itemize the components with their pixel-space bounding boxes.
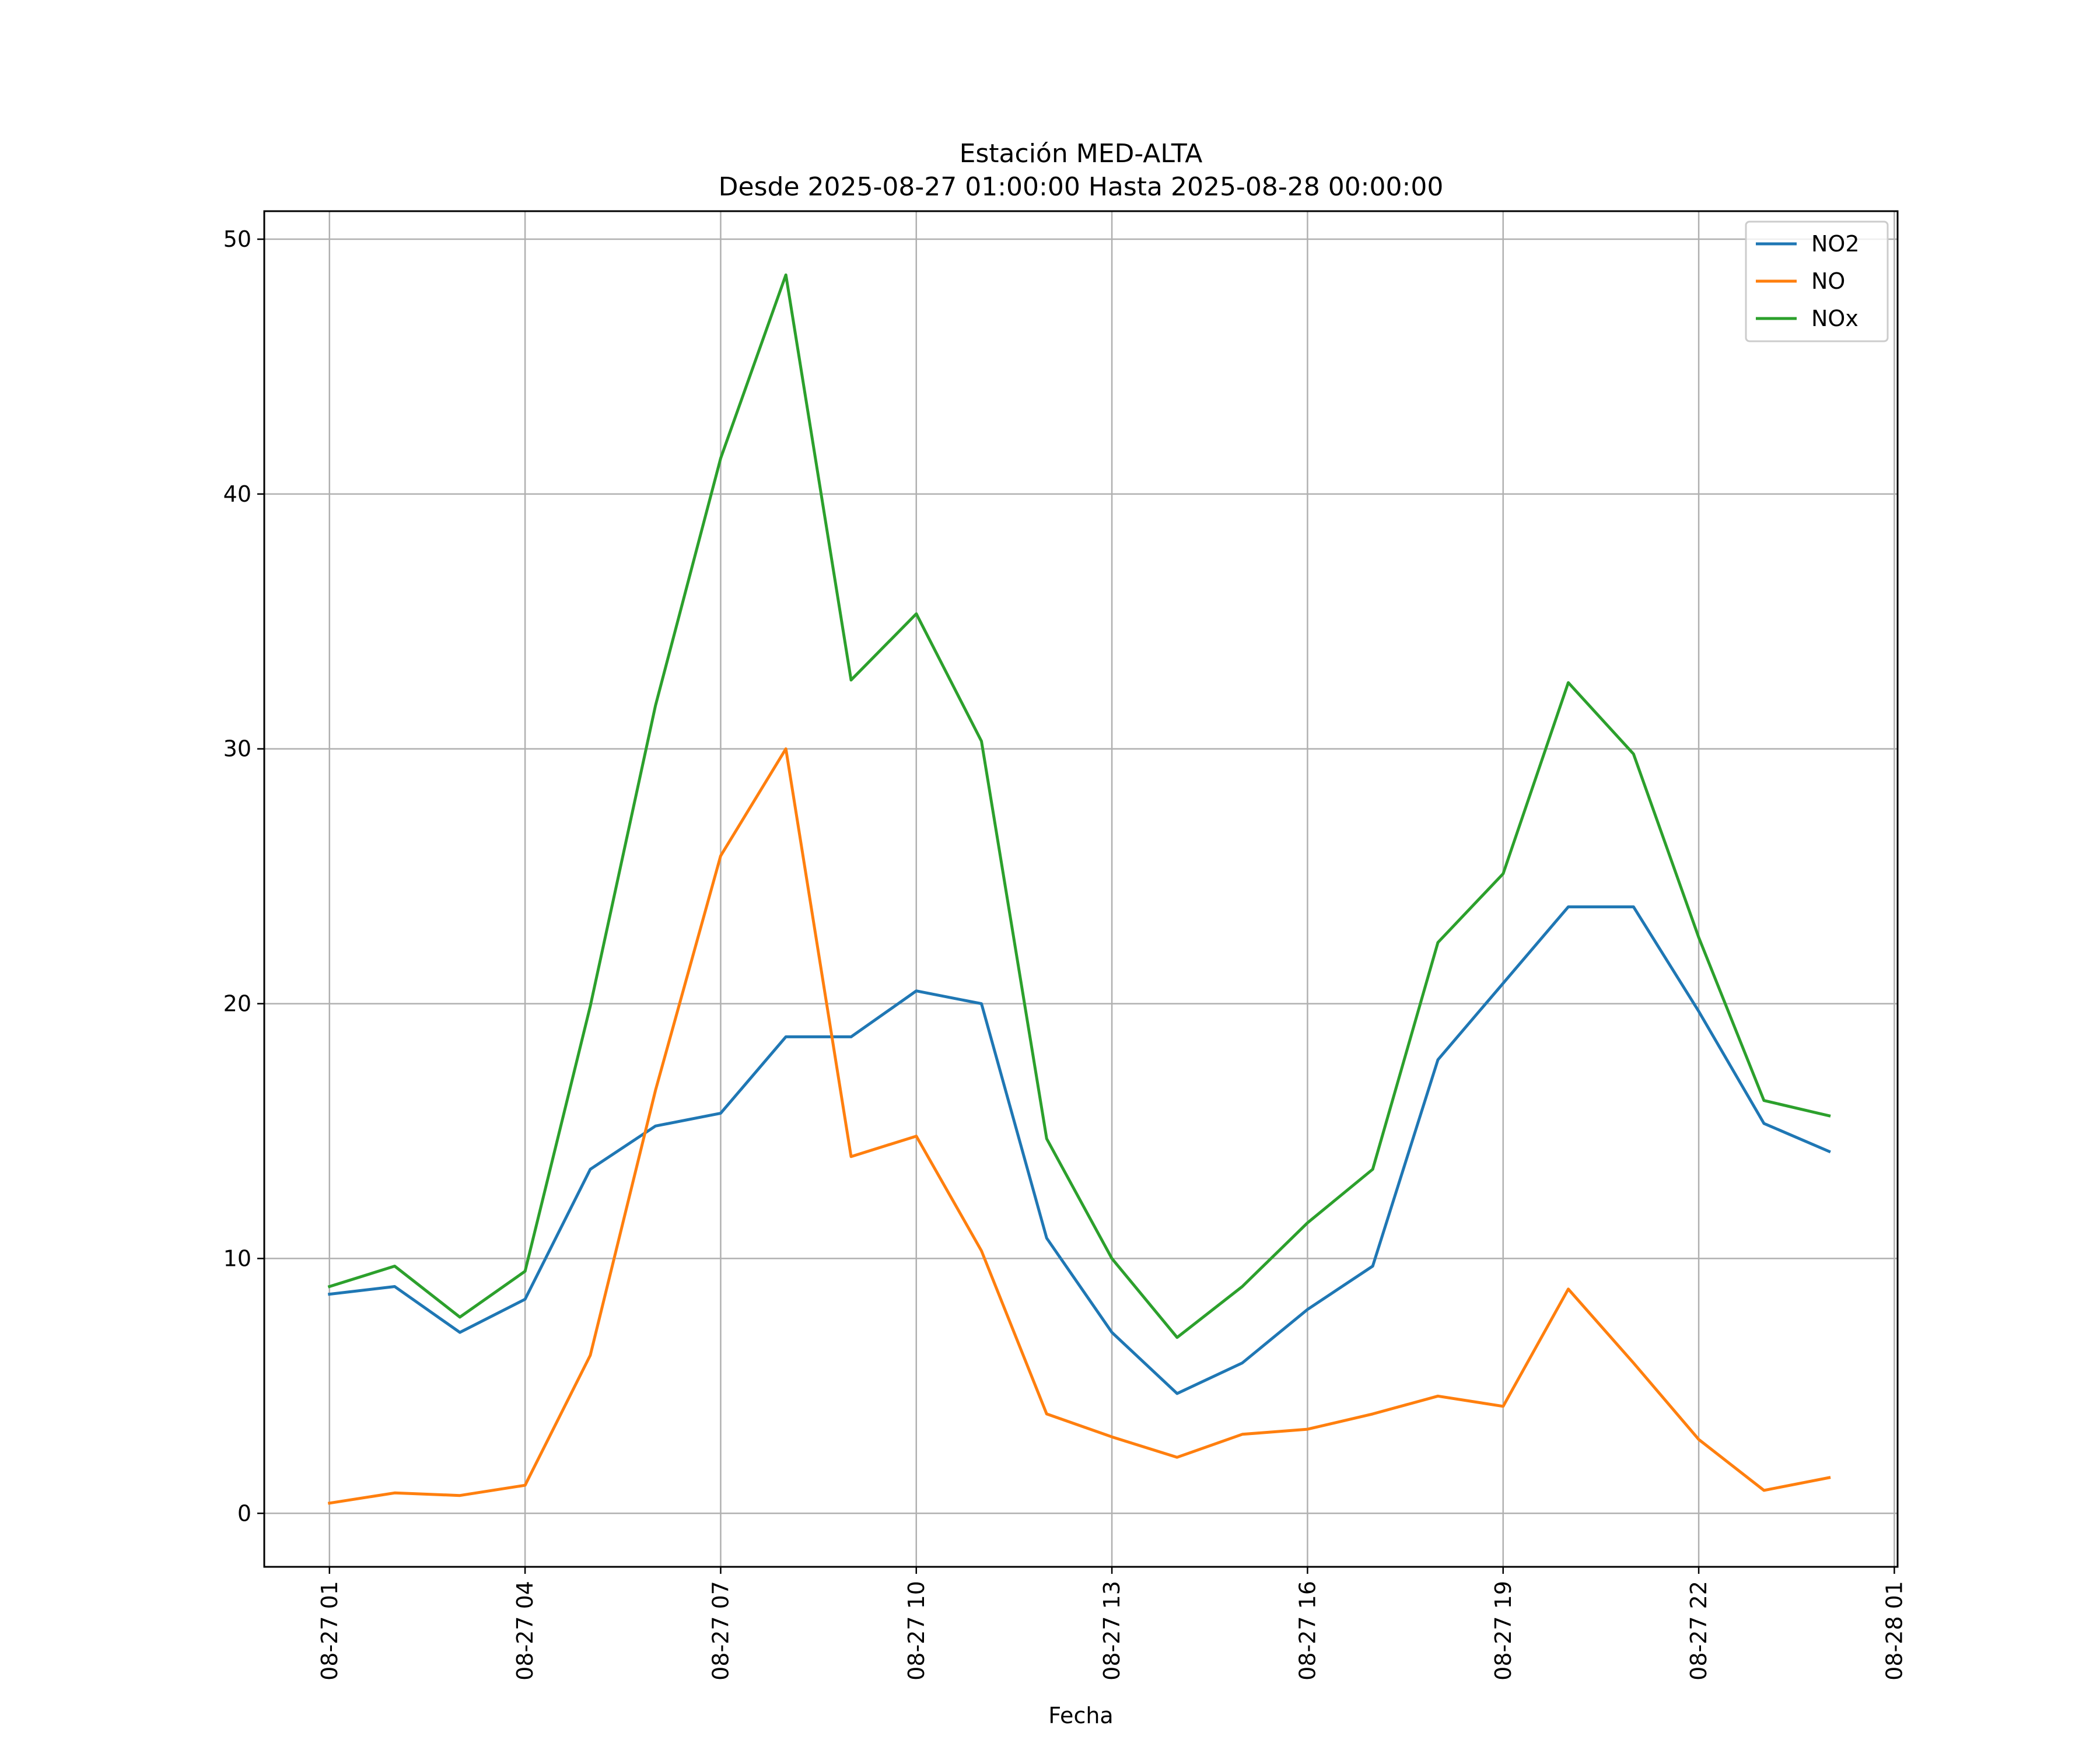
y-tick-label: 50 [223, 226, 251, 252]
series-line-no [327, 747, 1831, 1505]
legend: NO2 NO NOx [1745, 220, 1889, 342]
x-tick-label: 08-27 04 [512, 1581, 538, 1681]
y-tick-label: 30 [223, 736, 251, 762]
series-line-nox [327, 273, 1831, 1339]
x-axis-label: Fecha [1048, 1703, 1113, 1728]
grid [264, 211, 1898, 1567]
y-tick-label: 10 [223, 1245, 251, 1271]
x-tick-label: 08-27 22 [1686, 1581, 1712, 1681]
x-tick-label: 08-27 16 [1294, 1581, 1320, 1681]
series-line-no2 [328, 905, 1831, 1395]
y-tick-label: 40 [223, 481, 251, 507]
x-tick-label: 08-27 19 [1490, 1581, 1516, 1681]
x-tick-label: 08-27 07 [708, 1581, 733, 1681]
y-tick-label: 0 [237, 1500, 251, 1526]
x-tick-label: 08-27 10 [904, 1581, 929, 1681]
chart-title: Estación MED-ALTA [960, 139, 1203, 169]
legend-label-no2: NO2 [1811, 231, 1860, 257]
axis-ticks: 0 10 20 30 40 50 08-27 01 08-27 04 08-27 07 08-27… [223, 226, 1908, 1681]
plot-frame [263, 210, 1899, 1568]
x-tick-label: 08-28 01 [1881, 1581, 1907, 1681]
x-tick-label: 08-27 01 [317, 1581, 342, 1681]
legend-label-nox: NOx [1811, 306, 1859, 331]
legend-box [1745, 220, 1889, 342]
series-lines [327, 273, 1831, 1505]
x-tick-label: 08-27 13 [1099, 1581, 1125, 1681]
legend-label-no: NO [1811, 268, 1845, 294]
y-tick-label: 20 [223, 991, 251, 1017]
chart-subtitle: Desde 2025-08-27 01:00:00 Hasta 2025-08-… [719, 172, 1444, 202]
